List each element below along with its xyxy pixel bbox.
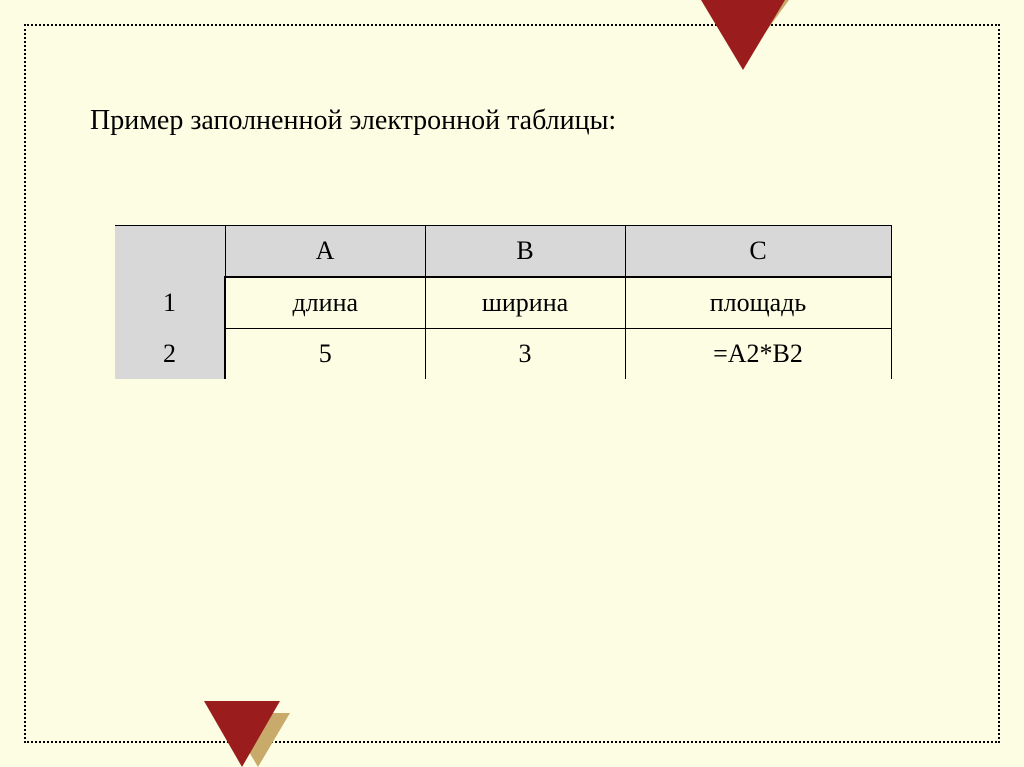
cell-C2: =A2*B2 <box>625 329 891 380</box>
cell-A2: 5 <box>225 329 425 380</box>
col-header-C: C <box>625 226 891 278</box>
spreadsheet: A B C 1 длина ширина площадь 2 5 3 =A2*B… <box>115 225 891 379</box>
triangle-top-icon <box>691 0 801 78</box>
table-row: 1 длина ширина площадь <box>115 277 891 329</box>
cell-C1: площадь <box>625 277 891 329</box>
column-header-row: A B C <box>115 226 891 278</box>
row-header-1: 1 <box>115 277 225 329</box>
col-header-B: B <box>425 226 625 278</box>
cell-B2: 3 <box>425 329 625 380</box>
triangle-bottom-icon <box>198 699 298 767</box>
cell-A1: длина <box>225 277 425 329</box>
row-header-2: 2 <box>115 329 225 380</box>
corner-cell <box>115 226 225 278</box>
col-header-A: A <box>225 226 425 278</box>
table-row: 2 5 3 =A2*B2 <box>115 329 891 380</box>
slide-title: Пример заполненной электронной таблицы: <box>90 105 616 137</box>
spreadsheet-table: A B C 1 длина ширина площадь 2 5 3 =A2*B… <box>115 225 892 379</box>
slide: Пример заполненной электронной таблицы: … <box>0 0 1024 767</box>
cell-B1: ширина <box>425 277 625 329</box>
